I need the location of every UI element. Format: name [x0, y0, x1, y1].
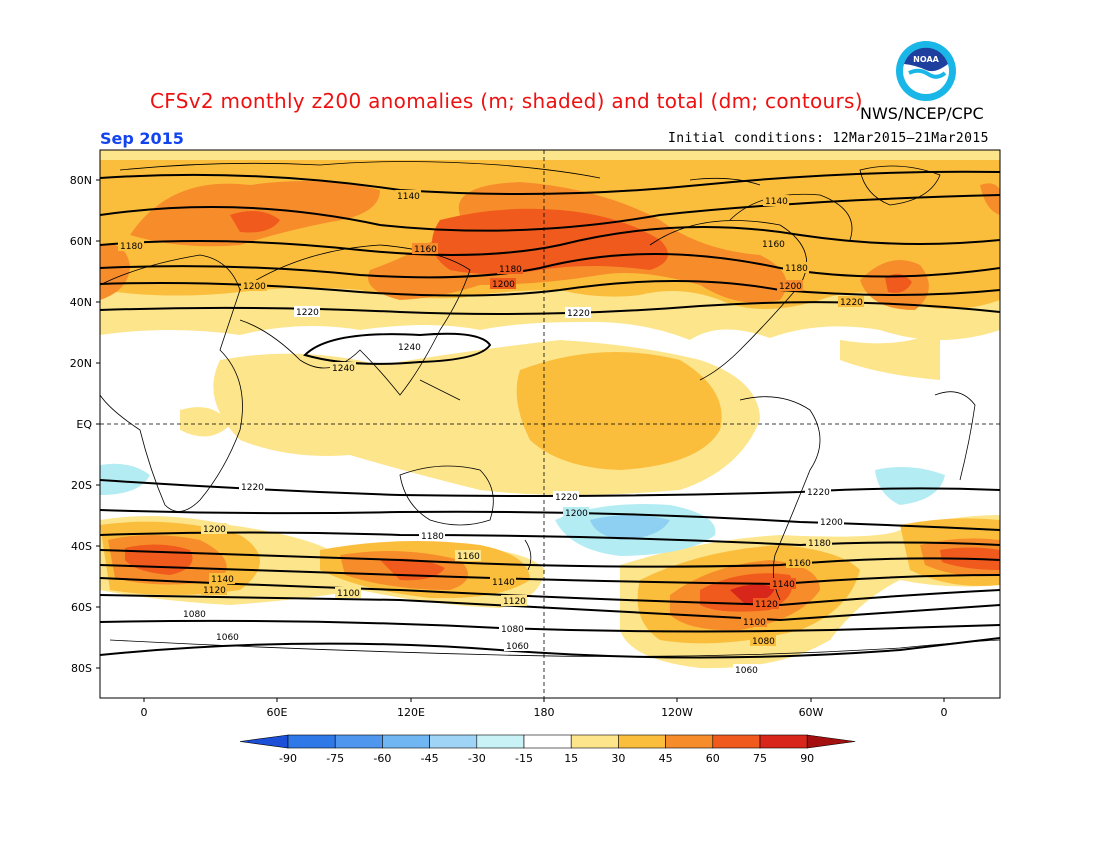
lat-label: 80S	[71, 662, 92, 675]
lon-label: 180	[534, 706, 555, 719]
colorbar-swatch	[382, 734, 430, 749]
contour-label: 1100	[337, 589, 360, 599]
contour-label: 1220	[241, 483, 264, 493]
chart-title: CFSv2 monthly z200 anomalies (m; shaded)…	[150, 89, 863, 113]
contour-label: 1140	[765, 197, 788, 207]
lon-label: 60E	[267, 706, 288, 719]
contour-label: 1220	[567, 309, 590, 319]
contour-label: 1200	[492, 280, 515, 290]
contour-label: 1160	[457, 552, 480, 562]
lat-label: 40S	[71, 540, 92, 553]
contour-label: 1120	[203, 586, 226, 596]
colorbar-label: 30	[611, 752, 625, 765]
colorbar-swatch	[759, 734, 808, 749]
lon-label: 120E	[397, 706, 425, 719]
contour-label: 1140	[772, 580, 795, 590]
contour-label: 1220	[296, 308, 319, 318]
contour-label: 1200	[779, 282, 802, 292]
contour-label: 1220	[555, 493, 578, 503]
noaa-logo-text: NOAA	[913, 55, 939, 64]
colorbar-swatch	[665, 734, 714, 749]
colorbar-label: -15	[515, 752, 533, 765]
contour-label: 1180	[421, 532, 444, 542]
colorbar-swatch	[523, 734, 572, 749]
longitude-axis	[143, 698, 945, 702]
contour-label: 1180	[808, 539, 831, 549]
colorbar-swatch	[570, 734, 619, 749]
colorbar-swatch	[618, 734, 666, 749]
colorbar-label: -60	[373, 752, 391, 765]
colorbar-swatch	[476, 734, 525, 749]
lat-label: 60S	[71, 601, 92, 614]
map-plot-area	[100, 150, 1000, 698]
colorbar-label: 75	[753, 752, 767, 765]
contour-label: 1160	[414, 245, 437, 255]
lat-label: 80N	[70, 174, 92, 187]
colorbar-label: 45	[659, 752, 673, 765]
contour-label: 1220	[807, 488, 830, 498]
contour-labels: 1140 1140 1180 1160 1160 1180 1180 1200 …	[118, 190, 864, 676]
contour-label: 1140	[397, 192, 420, 202]
contour-label: 1140	[492, 578, 515, 588]
contour-label: 1180	[499, 265, 522, 275]
contour-label: 1220	[840, 298, 863, 308]
contour-label: 1160	[788, 559, 811, 569]
colorbar-label: -90	[279, 752, 297, 765]
colorbar-label: -45	[421, 752, 439, 765]
lat-label: 20N	[70, 357, 92, 370]
colorbar-arrow-high	[806, 734, 856, 749]
noaa-logo-icon: NOAA	[896, 41, 956, 101]
contour-label: 1100	[743, 618, 766, 628]
contour-label: 1200	[820, 518, 843, 528]
contour-label: 1080	[183, 610, 206, 620]
contour-label: 1120	[755, 600, 778, 610]
colorbar-arrow-low	[239, 734, 289, 749]
contour-label: 1180	[785, 264, 808, 274]
lon-label: 60W	[799, 706, 824, 719]
contour-label: 1060	[216, 633, 239, 643]
colorbar: -90 -75 -60 -45 -30 -15 15 30 45 60 75 90	[239, 734, 856, 765]
colorbar-label: 90	[800, 752, 814, 765]
lat-label: 20S	[71, 479, 92, 492]
forecast-month: Sep 2015	[100, 129, 184, 148]
colorbar-label: -30	[468, 752, 486, 765]
lat-label: 60N	[70, 235, 92, 248]
lon-label: 0	[941, 706, 948, 719]
contour-label: 1060	[506, 642, 529, 652]
contour-label: 1060	[735, 666, 758, 676]
lon-label: 0	[141, 706, 148, 719]
latitude-axis	[96, 179, 100, 669]
lat-label: 40N	[70, 296, 92, 309]
contour-label: 1160	[762, 240, 785, 250]
contour-label: 1200	[565, 509, 588, 519]
initial-conditions: Initial conditions: 12Mar2015–21Mar2015	[668, 131, 989, 146]
contour-label: 1200	[203, 525, 226, 535]
contour-label: 1080	[752, 637, 775, 647]
colorbar-label: -75	[326, 752, 344, 765]
longitude-labels: 0 60E 120E 180 120W 60W 0	[141, 706, 948, 719]
contour-label: 1080	[501, 625, 524, 635]
colorbar-swatch	[429, 734, 478, 749]
contour-label: 1180	[120, 242, 143, 252]
negative-anomaly-shading	[100, 463, 945, 556]
lat-label: EQ	[76, 418, 92, 431]
colorbar-swatch	[334, 734, 383, 749]
contour-label: 1240	[398, 343, 421, 353]
contour-label: 1240	[332, 364, 355, 374]
latitude-labels: 80N 60N 40N 20N EQ 20S 40S 60S 80S	[70, 174, 93, 675]
contour-label: 1200	[243, 282, 266, 292]
contour-label: 1120	[503, 597, 526, 607]
lon-label: 120W	[661, 706, 693, 719]
colorbar-label: 60	[706, 752, 720, 765]
colorbar-label: 15	[564, 752, 578, 765]
contour-label: 1140	[211, 575, 234, 585]
colorbar-swatch	[287, 734, 336, 749]
organization-label: NWS/NCEP/CPC	[860, 104, 984, 123]
colorbar-swatch	[712, 734, 761, 749]
